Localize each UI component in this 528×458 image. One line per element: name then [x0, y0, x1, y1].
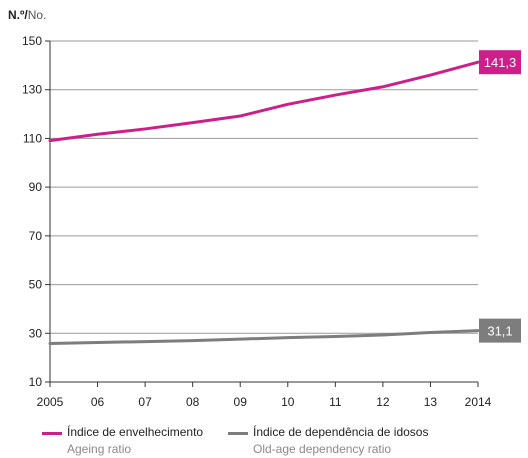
- legend-swatch-ageing: [42, 432, 62, 435]
- legend-item-dependency: Índice de dependência de idosos Old-age …: [228, 424, 428, 458]
- y-tick-label-150: 150: [22, 34, 42, 48]
- x-tick-label-13: 13: [424, 395, 438, 409]
- y-tick-label-30: 30: [29, 326, 43, 340]
- x-tick-label-12: 12: [376, 395, 390, 409]
- x-tick-label-09: 09: [234, 395, 248, 409]
- legend-item-ageing: Índice de envelhecimento Ageing ratio: [42, 424, 203, 458]
- unit-secondary: No.: [27, 8, 47, 22]
- y-tick-label-130: 130: [22, 83, 42, 97]
- legend-sublabel-dependency: Old-age dependency ratio: [253, 442, 392, 456]
- x-tick-label-2014: 2014: [465, 395, 492, 409]
- y-axis-unit: N.º/No.: [8, 8, 46, 22]
- x-tick-labels: 2005 06 07 08 09 10 11 12 13 2014: [37, 395, 492, 409]
- end-label-1: 31,1: [487, 324, 512, 339]
- legend-label-dependency: Índice de dependência de idosos: [253, 425, 429, 439]
- y-tick-label-70: 70: [29, 229, 43, 243]
- legend-label-ageing: Índice de envelhecimento: [67, 425, 204, 439]
- unit-primary: N.º/: [8, 8, 28, 22]
- x-tick-label-06: 06: [91, 395, 105, 409]
- end-label-box-1: [479, 318, 521, 343]
- axes: [45, 40, 479, 387]
- x-tick-label-10: 10: [281, 395, 295, 409]
- end-label-0: 141,3: [484, 55, 517, 70]
- y-tick-labels: 10 30 50 70 90 110 130 150: [22, 34, 42, 389]
- legend-swatch-dependency: [228, 432, 248, 435]
- x-tick-label-11: 11: [329, 395, 342, 409]
- legend-sublabel-ageing: Ageing ratio: [67, 442, 132, 456]
- series-line-1: [48, 329, 480, 346]
- x-tick-label-08: 08: [186, 395, 200, 409]
- end-label-box-0: [479, 50, 521, 75]
- y-tick-label-110: 110: [23, 131, 42, 145]
- y-tick-label-50: 50: [29, 278, 43, 292]
- series-lines: [48, 60, 480, 346]
- end-value-labels: 141,3 31,1: [479, 50, 521, 343]
- y-tick-label-10: 10: [29, 375, 43, 389]
- x-tick-label-2005: 2005: [37, 395, 64, 409]
- gridlines: [50, 40, 478, 334]
- y-tick-label-90: 90: [29, 180, 43, 194]
- x-tick-label-07: 07: [138, 395, 152, 409]
- series-line-0: [48, 60, 480, 143]
